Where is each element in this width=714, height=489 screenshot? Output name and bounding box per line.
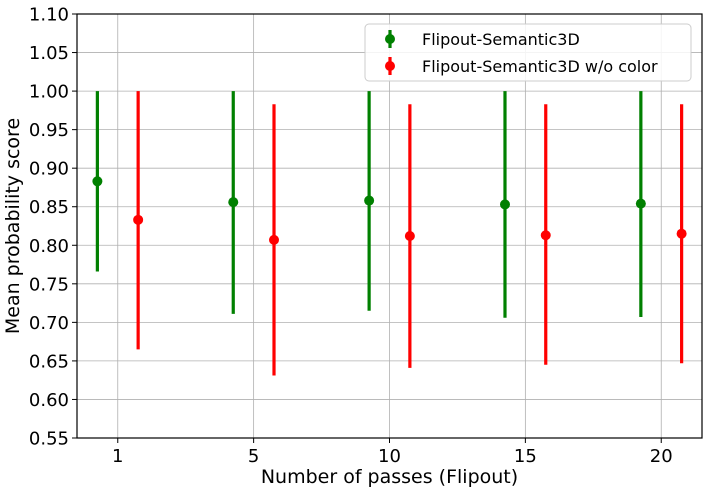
x-tick-label: 20 [650, 446, 673, 467]
legend: Flipout-Semantic3D Flipout-Semantic3D w/o… [364, 23, 692, 82]
x-tick-label: 1 [112, 446, 123, 467]
y-tick-label: 1.00 [29, 82, 69, 103]
x-axis: 1 5 10 15 20 [112, 438, 673, 467]
legend-entry-label: Flipout-Semantic3D w/o color [422, 57, 658, 76]
data-point [635, 198, 646, 209]
y-axis: 0.55 0.60 0.65 0.70 0.75 0.80 0.85 0.90 0.95 1.00… [29, 5, 77, 450]
data-point [364, 195, 375, 206]
legend-box [364, 23, 692, 82]
legend-marker-point [385, 61, 395, 71]
data-point [676, 228, 687, 239]
y-tick-label: 0.65 [29, 351, 69, 372]
data-point [133, 214, 144, 225]
x-tick-label: 5 [248, 446, 259, 467]
y-tick-label: 1.05 [29, 43, 69, 64]
data-point [269, 234, 280, 245]
y-tick-label: 0.90 [29, 159, 69, 180]
x-tick-label: 10 [378, 446, 401, 467]
y-tick-label: 0.55 [29, 429, 69, 450]
y-tick-label: 0.85 [29, 197, 69, 218]
y-tick-label: 0.75 [29, 274, 69, 295]
legend-marker-point [385, 34, 395, 44]
data-point [404, 231, 415, 242]
y-tick-label: 1.10 [29, 5, 69, 26]
x-tick-label: 15 [514, 446, 537, 467]
data-point [540, 230, 551, 241]
y-tick-label: 0.70 [29, 313, 69, 334]
y-tick-label: 0.60 [29, 390, 69, 411]
data-point [228, 197, 239, 208]
data-point [499, 199, 510, 210]
data-point [92, 176, 103, 187]
y-tick-label: 0.95 [29, 120, 69, 141]
y-axis-label: Mean probability score [2, 118, 24, 334]
x-axis-label: Number of passes (Flipout) [261, 466, 518, 488]
legend-entry-label: Flipout-Semantic3D [422, 30, 580, 49]
y-tick-label: 0.80 [29, 236, 69, 257]
chart-marks [92, 91, 687, 376]
